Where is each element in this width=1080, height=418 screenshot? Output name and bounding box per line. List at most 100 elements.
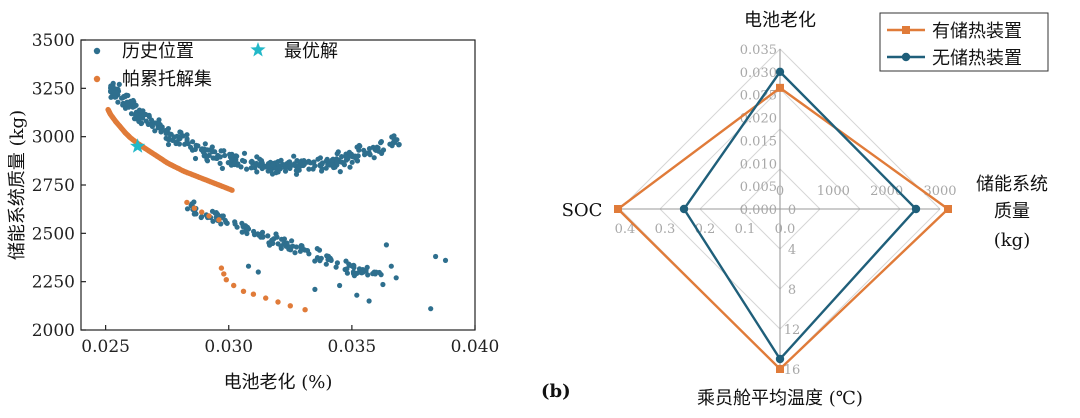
history-point (353, 154, 359, 160)
history-point (267, 242, 273, 248)
history-point (259, 229, 266, 235)
history-point (177, 129, 183, 135)
history-point (442, 257, 449, 263)
y-tick-label: 2500 (32, 224, 75, 244)
history-point (354, 292, 360, 298)
history-point (316, 247, 323, 253)
radar-tick-temp: 16 (784, 363, 801, 378)
history-point (176, 141, 182, 147)
history-point (364, 150, 370, 156)
radar-panel: 0.0000.0050.0100.0150.0200.0250.0300.035… (541, 10, 1049, 409)
history-point (239, 229, 245, 235)
history-point (251, 228, 257, 235)
history-point (116, 81, 122, 87)
history-point (306, 166, 312, 172)
history-point (152, 128, 158, 134)
radar-series-marker (776, 365, 784, 373)
x-tick-label: 0.030 (204, 337, 253, 357)
history-point (314, 255, 321, 261)
history-point (198, 214, 204, 221)
history-point (133, 102, 139, 108)
history-point (304, 248, 311, 254)
history-point (428, 306, 434, 312)
history-point (190, 139, 196, 145)
radar-tick-mass: 1000 (817, 184, 850, 199)
history-point (225, 160, 231, 166)
history-point (248, 165, 254, 171)
history-point (360, 267, 366, 273)
history-point (278, 157, 284, 163)
history-point (259, 165, 265, 172)
history-point (348, 152, 354, 158)
legend-history-label: 历史位置 (122, 41, 194, 62)
history-point (329, 157, 335, 163)
history-point (311, 159, 317, 165)
history-point (232, 219, 238, 225)
legend-label-1: 无储热装置 (932, 48, 1022, 69)
history-point (123, 92, 129, 98)
history-point (108, 83, 114, 89)
legend-marker-1 (901, 52, 911, 62)
radar-tick-temp: 4 (788, 243, 796, 258)
radar-tick-aging: 0.005 (740, 180, 777, 195)
history-point (286, 163, 292, 169)
history-point (297, 163, 303, 169)
history-point (293, 168, 299, 174)
radar-series-marker (776, 83, 784, 92)
history-point (339, 154, 345, 160)
radar-tick-aging: 0.030 (740, 66, 777, 81)
history-point (366, 298, 372, 304)
radar-axis-label-temp: 乘员舱平均温度 (℃) (697, 388, 863, 409)
history-point (388, 263, 394, 269)
history-point (287, 159, 293, 165)
history-point (154, 120, 160, 126)
history-point (364, 264, 370, 270)
history-point (254, 169, 260, 175)
history-point (265, 233, 271, 239)
history-point (255, 269, 261, 275)
history-points (108, 80, 449, 312)
history-point (210, 218, 216, 224)
radar-tick-mass: 0 (776, 184, 784, 199)
radar-axis-label-soc: SOC (562, 200, 603, 221)
history-point (334, 260, 340, 266)
legend-pareto-label: 帕累托解集 (122, 69, 212, 90)
pareto-point (216, 217, 222, 223)
history-point (350, 270, 357, 277)
x-axis-label: 电池老化 (%) (224, 372, 333, 393)
history-point (319, 166, 325, 172)
history-point (291, 161, 297, 167)
history-point (265, 164, 271, 170)
history-point (289, 238, 295, 244)
radar-series-marker (614, 205, 622, 213)
history-point (323, 261, 329, 267)
history-point (312, 163, 318, 169)
pareto-point (218, 265, 225, 271)
history-point (255, 231, 261, 237)
radar-tick-aging: 0.015 (740, 134, 777, 149)
radar-series-marker (944, 205, 952, 213)
optimal-point-star (130, 138, 146, 153)
history-point (344, 270, 350, 276)
x-tick-label: 0.025 (81, 337, 130, 357)
history-point (277, 165, 283, 171)
history-point (349, 159, 355, 165)
legend-optimal-marker (250, 42, 266, 57)
history-point (204, 147, 210, 153)
y-tick-label: 3000 (32, 128, 75, 148)
history-point (373, 147, 379, 153)
history-point (378, 140, 384, 146)
history-point (185, 141, 191, 147)
history-point (202, 141, 208, 147)
history-point (222, 152, 228, 159)
history-point (380, 147, 387, 153)
history-point (115, 99, 121, 105)
history-point (244, 166, 250, 172)
radar-axis-label-mass: 质量 (994, 201, 1030, 222)
history-point (254, 161, 260, 168)
radar-legend-box (879, 12, 1049, 72)
pareto-point (191, 205, 197, 211)
radar-tick-soc: 0.1 (735, 222, 756, 237)
